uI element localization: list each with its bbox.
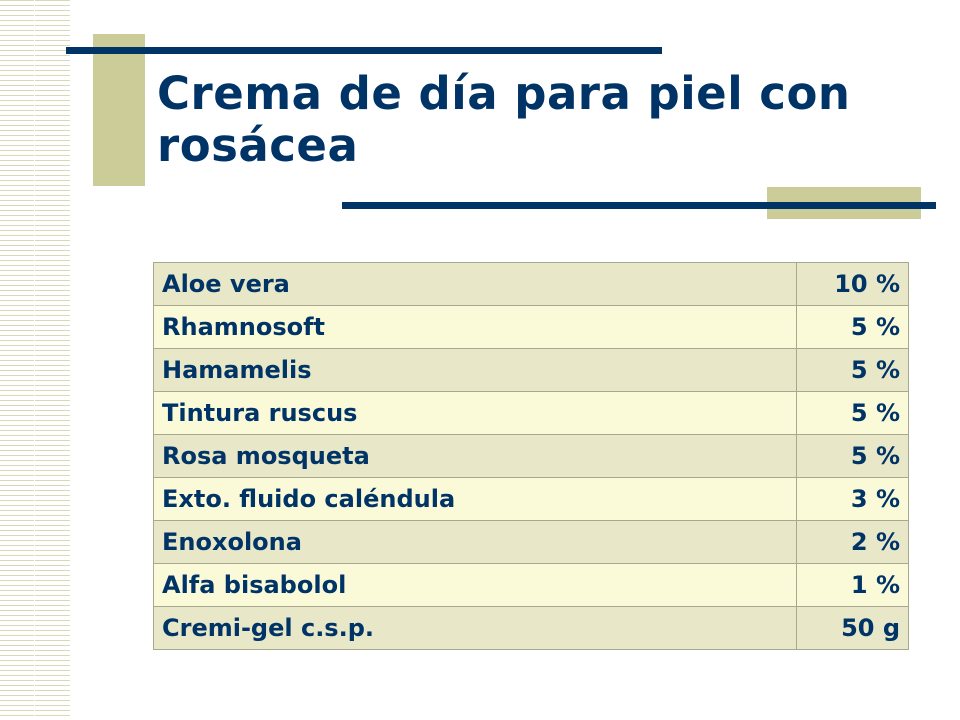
table-row: Enoxolona 2 % <box>153 520 909 564</box>
ingredient-cell: Enoxolona <box>153 520 797 564</box>
table-row: Exto. fluido caléndula 3 % <box>153 477 909 521</box>
table-row: Aloe vera 10 % <box>153 262 909 306</box>
ingredient-cell: Alfa bisabolol <box>153 563 797 607</box>
decorative-line-bottom <box>342 202 936 209</box>
table-row: Hamamelis 5 % <box>153 348 909 392</box>
amount-cell: 5 % <box>796 391 909 435</box>
table-row: Rhamnosoft 5 % <box>153 305 909 349</box>
amount-cell: 3 % <box>796 477 909 521</box>
decorative-line-top <box>66 47 662 54</box>
amount-cell: 5 % <box>796 348 909 392</box>
amount-cell: 1 % <box>796 563 909 607</box>
ingredient-cell: Rosa mosqueta <box>153 434 797 478</box>
table-row: Alfa bisabolol 1 % <box>153 563 909 607</box>
amount-cell: 5 % <box>796 305 909 349</box>
amount-cell: 5 % <box>796 434 909 478</box>
decorative-stripe-band <box>0 0 70 720</box>
amount-cell: 50 g <box>796 606 909 650</box>
table-row: Cremi-gel c.s.p. 50 g <box>153 606 909 650</box>
ingredient-cell: Rhamnosoft <box>153 305 797 349</box>
ingredient-cell: Tintura ruscus <box>153 391 797 435</box>
table-row: Tintura ruscus 5 % <box>153 391 909 435</box>
formula-table: Aloe vera 10 % Rhamnosoft 5 % Hamamelis … <box>153 262 909 650</box>
ingredient-cell: Cremi-gel c.s.p. <box>153 606 797 650</box>
decorative-block-left <box>93 34 145 186</box>
amount-cell: 2 % <box>796 520 909 564</box>
ingredient-cell: Hamamelis <box>153 348 797 392</box>
ingredient-cell: Exto. fluido caléndula <box>153 477 797 521</box>
slide-title: Crema de día para piel con rosácea <box>157 67 851 172</box>
table-row: Rosa mosqueta 5 % <box>153 434 909 478</box>
ingredient-cell: Aloe vera <box>153 262 797 306</box>
amount-cell: 10 % <box>796 262 909 306</box>
